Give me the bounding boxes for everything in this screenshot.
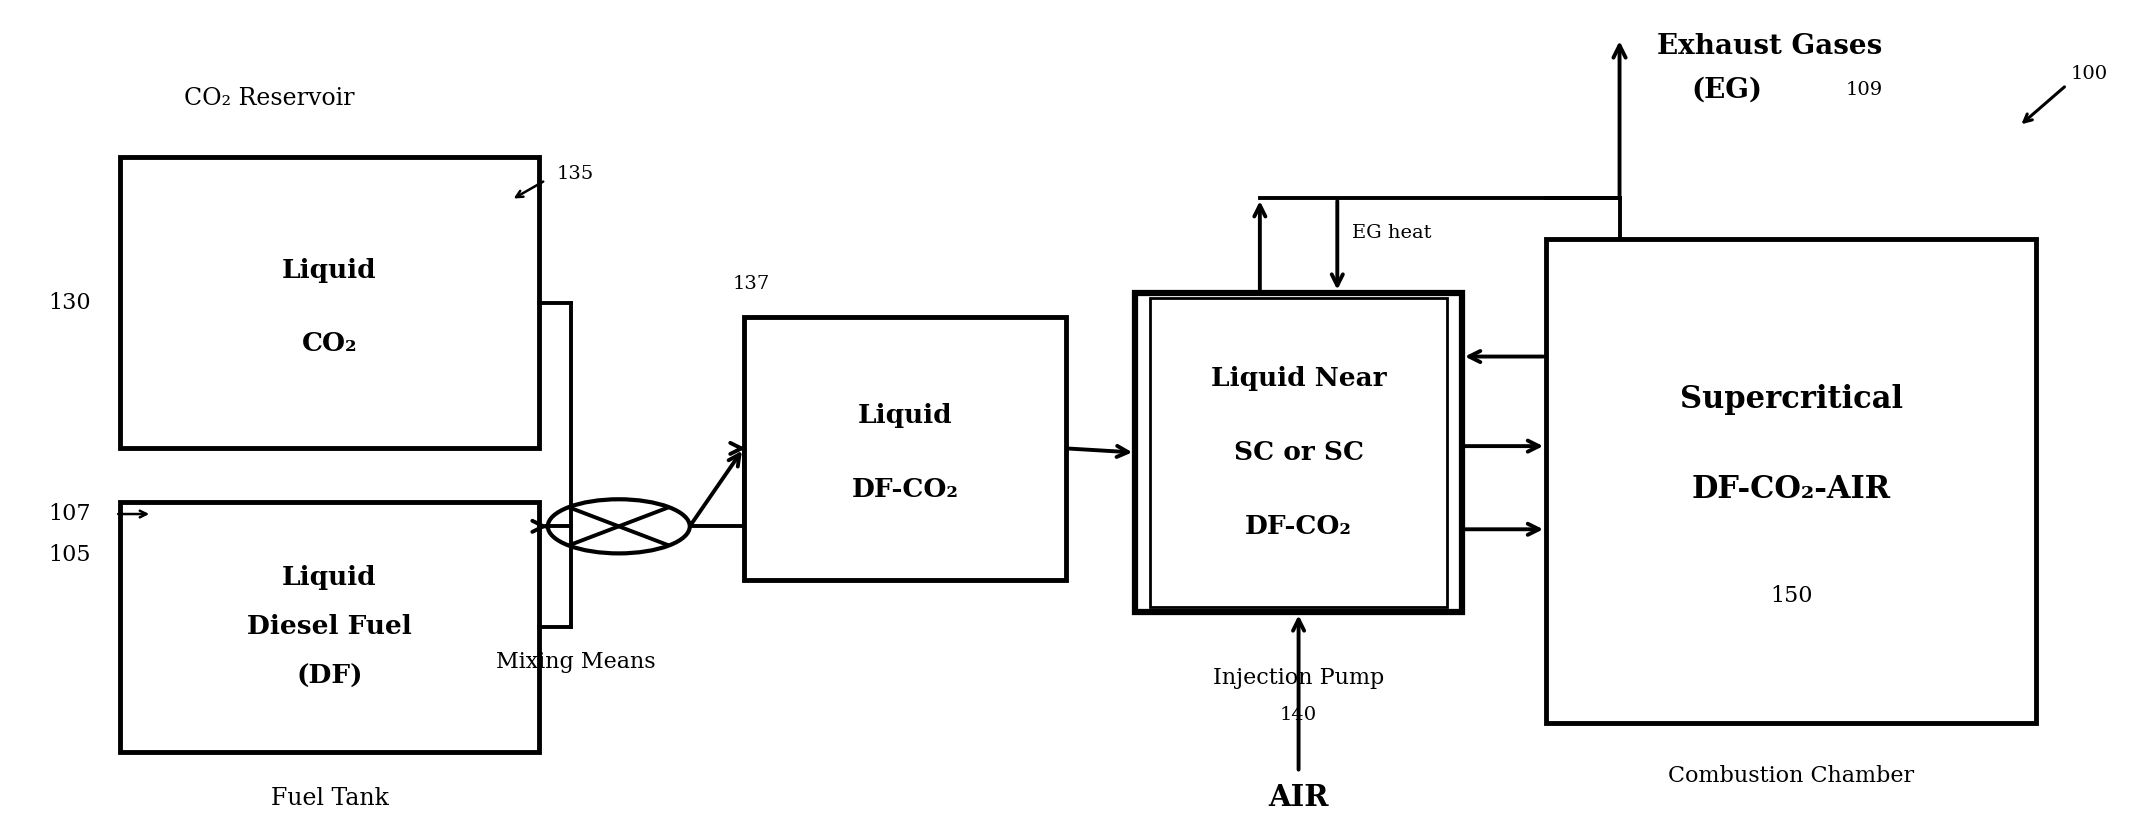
Text: AIR: AIR bbox=[1269, 783, 1329, 811]
Bar bbox=[1150, 298, 1447, 607]
Bar bbox=[1135, 292, 1463, 612]
Text: Injection Pump: Injection Pump bbox=[1213, 667, 1385, 689]
Text: Liquid: Liquid bbox=[282, 565, 377, 590]
Text: Fuel Tank: Fuel Tank bbox=[271, 787, 388, 810]
Text: CO₂: CO₂ bbox=[302, 332, 358, 356]
Text: Mixing Means: Mixing Means bbox=[495, 651, 655, 672]
Text: Liquid Near: Liquid Near bbox=[1211, 366, 1387, 391]
Text: 130: 130 bbox=[50, 292, 90, 314]
Text: 107: 107 bbox=[50, 503, 90, 525]
Text: Diesel Fuel: Diesel Fuel bbox=[248, 614, 411, 639]
Text: 105: 105 bbox=[50, 544, 90, 566]
Text: SC or SC: SC or SC bbox=[1234, 440, 1363, 465]
Text: 150: 150 bbox=[1771, 585, 1812, 607]
Bar bbox=[1547, 239, 2036, 723]
Text: (EG): (EG) bbox=[1691, 77, 1762, 104]
Text: DF-CO₂: DF-CO₂ bbox=[1245, 514, 1353, 539]
Bar bbox=[121, 157, 538, 449]
Text: Liquid: Liquid bbox=[857, 403, 952, 428]
Text: (DF): (DF) bbox=[297, 663, 362, 689]
Text: Supercritical: Supercritical bbox=[1680, 384, 1902, 415]
Bar bbox=[743, 317, 1066, 579]
Text: Combustion Chamber: Combustion Chamber bbox=[1667, 765, 1915, 788]
Text: DF-CO₂-AIR: DF-CO₂-AIR bbox=[1691, 474, 1891, 505]
Text: Liquid: Liquid bbox=[282, 258, 377, 282]
Text: EG heat: EG heat bbox=[1353, 224, 1432, 242]
Text: DF-CO₂: DF-CO₂ bbox=[851, 477, 959, 502]
Text: 137: 137 bbox=[732, 276, 769, 293]
Bar bbox=[121, 502, 538, 752]
Text: 100: 100 bbox=[2070, 64, 2109, 82]
Text: 140: 140 bbox=[1279, 706, 1316, 724]
Text: 109: 109 bbox=[1846, 81, 1883, 99]
Text: Exhaust Gases: Exhaust Gases bbox=[1656, 33, 1883, 60]
Text: CO₂ Reservoir: CO₂ Reservoir bbox=[185, 86, 355, 109]
Text: 135: 135 bbox=[556, 165, 595, 183]
